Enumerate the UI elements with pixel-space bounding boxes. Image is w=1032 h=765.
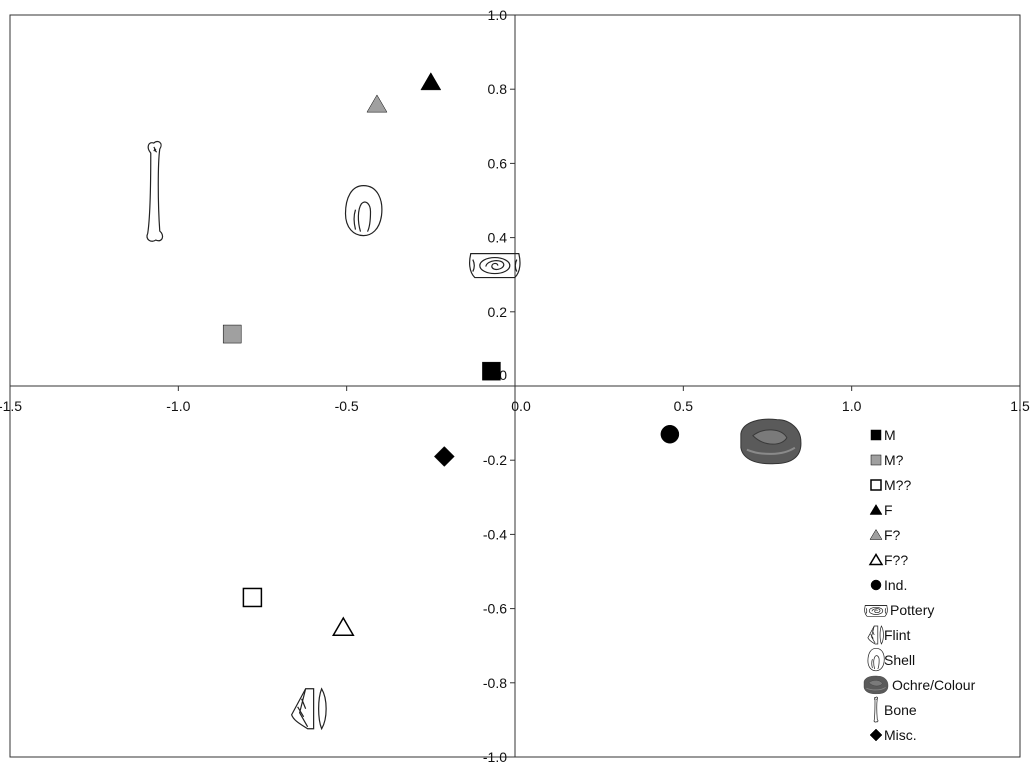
legend-marker [870, 479, 882, 491]
data-point-f [420, 72, 442, 91]
y-tick-labels: 1.00.80.60.40.20.0-0.2-0.4-0.6-0.8-1.0 [483, 7, 515, 765]
legend-marker [870, 454, 882, 466]
pottery-icon [864, 605, 888, 617]
legend-item: F [869, 502, 893, 518]
legend-item: Ochre/Colour [863, 675, 976, 695]
legend-label: Pottery [890, 602, 934, 618]
data-point-m- [242, 587, 263, 608]
data-point-ind- [660, 424, 680, 444]
data-point-m [482, 361, 501, 381]
legend-label: Ind. [884, 577, 907, 593]
legend-marker [870, 429, 882, 441]
legend-item: Misc. [869, 727, 917, 743]
flint-icon [290, 687, 327, 731]
x-tick-label: -0.5 [335, 398, 359, 414]
legend-label: Ochre/Colour [892, 677, 976, 693]
legend-label: M? [884, 452, 904, 468]
x-tick-label: 0.0 [511, 398, 531, 414]
legend-label: Bone [884, 702, 917, 718]
legend-item: F?? [868, 552, 908, 568]
y-tick-label: 0.6 [488, 155, 508, 171]
x-tick-label: 1.5 [1010, 398, 1030, 414]
legend-label: Flint [884, 627, 911, 643]
y-tick-label: 0.8 [488, 81, 508, 97]
y-tick-label: -0.2 [483, 452, 507, 468]
legend-item: F? [869, 527, 901, 543]
y-tick-label: -0.8 [483, 675, 507, 691]
legend-label: Shell [884, 652, 915, 668]
legend-label: F [884, 502, 893, 518]
data-point-f- [366, 94, 388, 113]
legend-label: Misc. [884, 727, 917, 743]
x-tick-label: 0.5 [674, 398, 694, 414]
legend-item: M? [870, 452, 904, 468]
ochre-icon [863, 675, 889, 695]
legend-item: Flint [867, 625, 911, 645]
ochre-icon [740, 418, 802, 465]
legend-marker [868, 553, 884, 566]
legend-label: M [884, 427, 896, 443]
legend: M M? M?? F F? F?? Ind. Pottery Flint Shell Ochre/C… [863, 427, 976, 743]
legend-item: Shell [867, 647, 915, 672]
y-tick-label: 0.2 [488, 304, 508, 320]
legend-label: F? [884, 527, 901, 543]
legend-marker [869, 529, 883, 540]
data-point-m- [222, 324, 242, 344]
data-point-f- [331, 616, 355, 636]
legend-marker [870, 579, 882, 591]
legend-marker [869, 728, 883, 742]
legend-item: M [870, 427, 896, 443]
data-point-misc- [433, 446, 455, 467]
data-points [222, 72, 680, 636]
pottery-icon [469, 252, 521, 279]
y-tick-label: 0.4 [488, 230, 508, 246]
legend-label: F?? [884, 552, 908, 568]
y-tick-label: -1.0 [483, 749, 507, 765]
x-tick-label: -1.0 [166, 398, 190, 414]
legend-label: M?? [884, 477, 911, 493]
y-tick-label: 1.0 [488, 7, 508, 23]
legend-item: Ind. [870, 577, 907, 593]
bone-icon [146, 140, 164, 242]
y-tick-label: -0.6 [483, 601, 507, 617]
legend-item: M?? [870, 477, 911, 493]
x-tick-labels: -1.5 -1.0 -0.5 0.0 0.5 1.0 1.5 [0, 386, 1030, 414]
shell-icon [344, 185, 383, 237]
bone-icon [873, 696, 879, 723]
x-tick-label: -1.5 [0, 398, 22, 414]
flint-icon [867, 625, 884, 645]
x-tick-label: 1.0 [842, 398, 862, 414]
legend-item: Bone [873, 696, 917, 723]
y-tick-label: -0.4 [483, 526, 507, 542]
artifact-icons [146, 140, 802, 731]
legend-item: Pottery [864, 602, 934, 618]
shell-icon [867, 647, 885, 672]
legend-marker [869, 504, 883, 515]
